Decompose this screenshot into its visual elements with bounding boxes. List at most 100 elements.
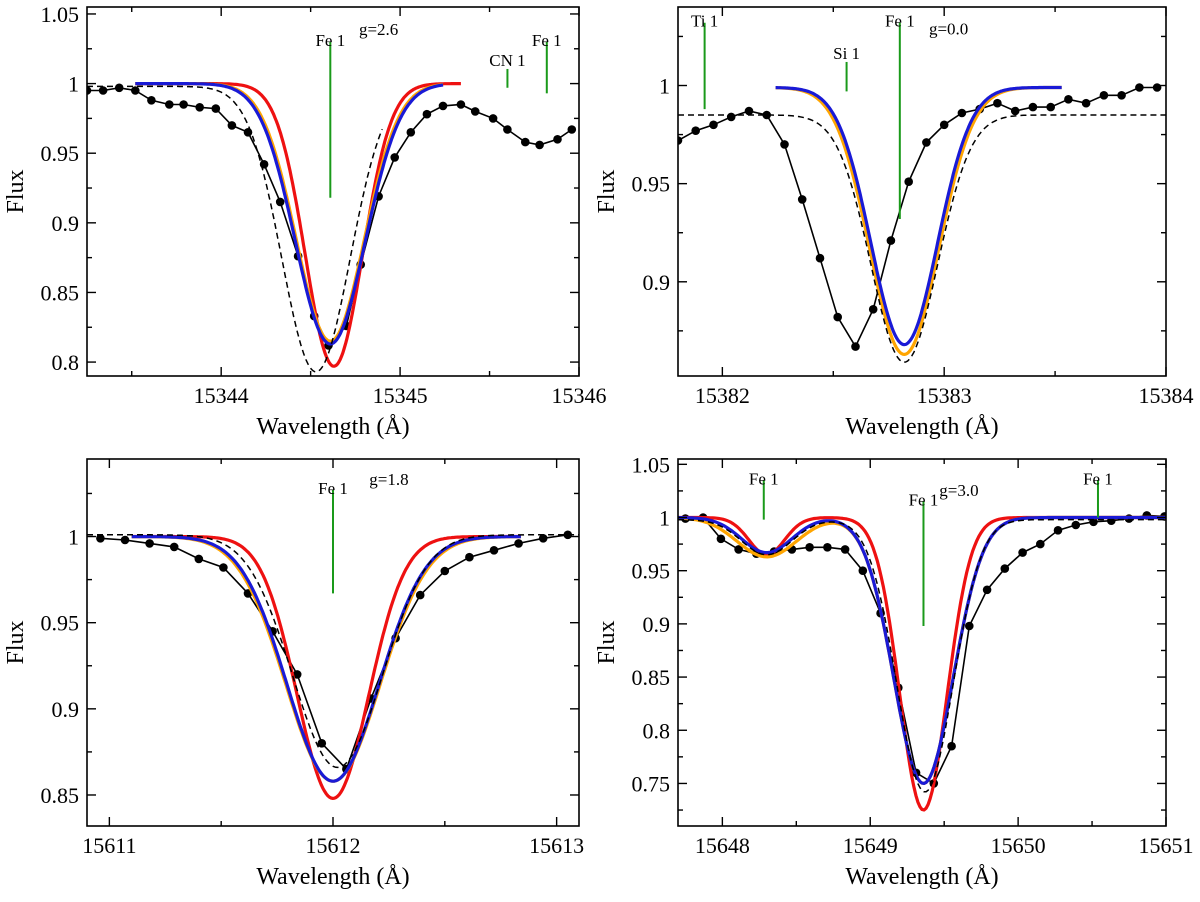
observed-point bbox=[275, 197, 285, 207]
gravity-label: g=2.6 bbox=[359, 20, 398, 39]
observed-point bbox=[797, 195, 807, 204]
model-line-dashed bbox=[87, 534, 579, 769]
x-tick-label: 15383 bbox=[917, 383, 972, 408]
observed-point bbox=[1000, 564, 1010, 573]
y-tick-label: 1 bbox=[659, 74, 670, 99]
line-id-label: Ti 1 bbox=[691, 12, 718, 31]
observed-point bbox=[922, 138, 931, 147]
observed-point bbox=[982, 585, 992, 595]
observed-point bbox=[438, 101, 448, 111]
observed-point bbox=[815, 253, 825, 263]
x-tick-label: 15611 bbox=[82, 833, 136, 858]
observed-point bbox=[243, 128, 253, 137]
observed-point bbox=[514, 539, 523, 548]
observed-point bbox=[145, 539, 154, 548]
x-axis-title: Wavelength (Å) bbox=[845, 864, 998, 890]
observed-point bbox=[1152, 83, 1162, 92]
observed-point bbox=[131, 86, 140, 95]
x-tick-label: 15344 bbox=[194, 383, 249, 408]
model-line-red bbox=[678, 515, 1166, 812]
observed-point bbox=[678, 136, 683, 145]
observed-point bbox=[823, 543, 832, 552]
line-id-label: CN 1 bbox=[489, 51, 525, 70]
observed-line bbox=[678, 86, 1158, 349]
x-tick-label: 15649 bbox=[843, 833, 898, 858]
observed-point bbox=[259, 160, 269, 169]
x-tick-label: 15382 bbox=[695, 383, 750, 408]
model-line-orange bbox=[775, 85, 1063, 356]
observed-point bbox=[1036, 539, 1045, 549]
model-line-red bbox=[135, 81, 462, 368]
observed-point bbox=[716, 534, 726, 544]
observed-point bbox=[840, 545, 850, 554]
y-tick-label: 0.85 bbox=[41, 783, 80, 808]
x-axis-title: Wavelength (Å) bbox=[256, 414, 409, 440]
model-line-dashed bbox=[87, 85, 383, 373]
x-tick-label: 15613 bbox=[529, 833, 584, 858]
observed-point bbox=[1046, 102, 1055, 112]
x-tick-label: 15612 bbox=[306, 833, 361, 858]
observed-point bbox=[390, 153, 400, 162]
observed-point bbox=[440, 566, 450, 576]
observed-point bbox=[780, 140, 789, 149]
observed-line bbox=[100, 534, 568, 771]
y-tick-label: 0.9 bbox=[52, 211, 80, 236]
observed-point bbox=[709, 120, 718, 130]
observed-point bbox=[734, 545, 743, 554]
observed-point bbox=[114, 83, 124, 93]
plot-frame bbox=[677, 6, 1167, 377]
x-axis-title: Wavelength (Å) bbox=[256, 864, 409, 890]
line-id-label: Si 1 bbox=[833, 44, 860, 63]
observed-point bbox=[1081, 98, 1091, 108]
observed-point bbox=[219, 563, 228, 572]
observed-point bbox=[488, 114, 498, 123]
plot-area bbox=[87, 530, 579, 801]
y-tick-label: 0.8 bbox=[52, 350, 80, 375]
model-line-blue bbox=[135, 81, 444, 346]
y-axis-title: Flux bbox=[594, 169, 620, 213]
model-line-blue bbox=[678, 515, 1166, 786]
observed-point bbox=[805, 543, 814, 552]
observed-point bbox=[1053, 526, 1063, 535]
observed-point bbox=[567, 125, 577, 134]
observed-point bbox=[317, 739, 327, 748]
observed-point bbox=[563, 530, 573, 540]
model-line-orange bbox=[678, 515, 1166, 786]
plot-frame bbox=[677, 458, 1167, 827]
observed-point bbox=[169, 542, 179, 552]
line-id-label: Fe 1 bbox=[909, 491, 939, 510]
y-tick-label: 0.95 bbox=[632, 172, 671, 197]
x-axis-title: Wavelength (Å) bbox=[845, 414, 998, 440]
panel-top-left: Fe 1 g=2.6 CN 1 Fe 1 15344 15345 15346 0.8 0.85 0… bbox=[3, 2, 607, 440]
observed-point bbox=[406, 128, 416, 137]
observed-point bbox=[422, 109, 432, 119]
observed-point bbox=[521, 137, 530, 147]
x-tick-label: 15651 bbox=[1139, 833, 1194, 858]
plot-area bbox=[87, 81, 577, 373]
observed-point bbox=[1028, 102, 1038, 112]
observed-point bbox=[993, 98, 1002, 108]
observed-point bbox=[691, 126, 700, 135]
observed-point bbox=[1117, 91, 1126, 100]
y-tick-label: 0.8 bbox=[643, 718, 671, 743]
observed-point bbox=[194, 554, 204, 564]
x-tick-label: 15648 bbox=[695, 833, 750, 858]
observed-point bbox=[1064, 95, 1073, 104]
y-tick-label: 0.95 bbox=[632, 559, 671, 584]
y-tick-label: 1 bbox=[659, 506, 670, 531]
observed-point bbox=[535, 140, 544, 150]
observed-point bbox=[470, 107, 480, 116]
y-tick-label: 0.9 bbox=[643, 612, 671, 637]
x-tick-label: 15384 bbox=[1139, 383, 1194, 408]
observed-point bbox=[1135, 83, 1144, 92]
y-tick-label: 0.85 bbox=[41, 280, 80, 305]
line-id-label: Fe 1 bbox=[749, 469, 779, 488]
gravity-label: g=0.0 bbox=[929, 19, 968, 38]
model-line-blue bbox=[131, 534, 521, 783]
observed-point bbox=[1099, 91, 1109, 100]
observed-point bbox=[456, 100, 466, 109]
y-axis-title: Flux bbox=[3, 169, 29, 213]
model-line-dashed bbox=[678, 114, 1166, 363]
observed-point bbox=[1071, 520, 1081, 530]
